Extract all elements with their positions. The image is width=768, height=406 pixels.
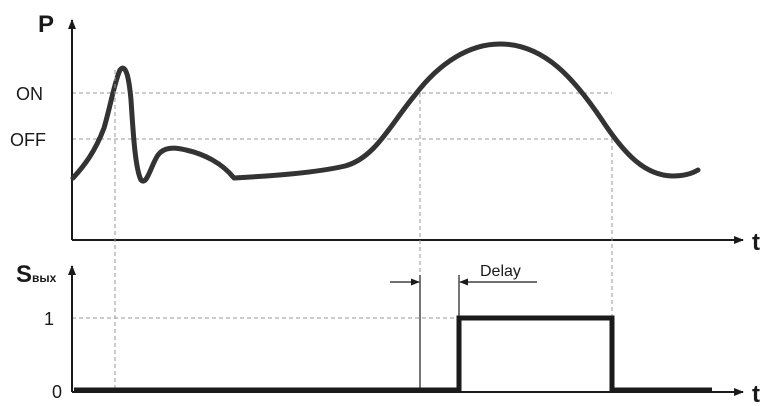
output-axis-label-main: S xyxy=(16,261,32,288)
linking-guides xyxy=(72,70,613,390)
pressure-curve xyxy=(70,41,701,184)
delay-label: Delay xyxy=(480,263,521,280)
off-threshold-label: OFF xyxy=(10,130,46,150)
one-level-label: 1 xyxy=(44,309,54,329)
output-time-axis-label: t xyxy=(752,381,760,406)
pressure-axis-label: P xyxy=(38,11,54,38)
pressure-time-axis-label: t xyxy=(752,229,760,256)
output-axis-label: Sвых xyxy=(16,261,57,288)
output-chart: Sвых 1 0 Delay t xyxy=(16,261,760,406)
on-threshold-label: ON xyxy=(16,84,43,104)
output-axis-label-sub: вых xyxy=(32,271,57,285)
pressure-chart: P ON OFF t xyxy=(10,11,760,256)
output-signal xyxy=(74,315,712,393)
zero-level-label: 0 xyxy=(52,382,62,402)
